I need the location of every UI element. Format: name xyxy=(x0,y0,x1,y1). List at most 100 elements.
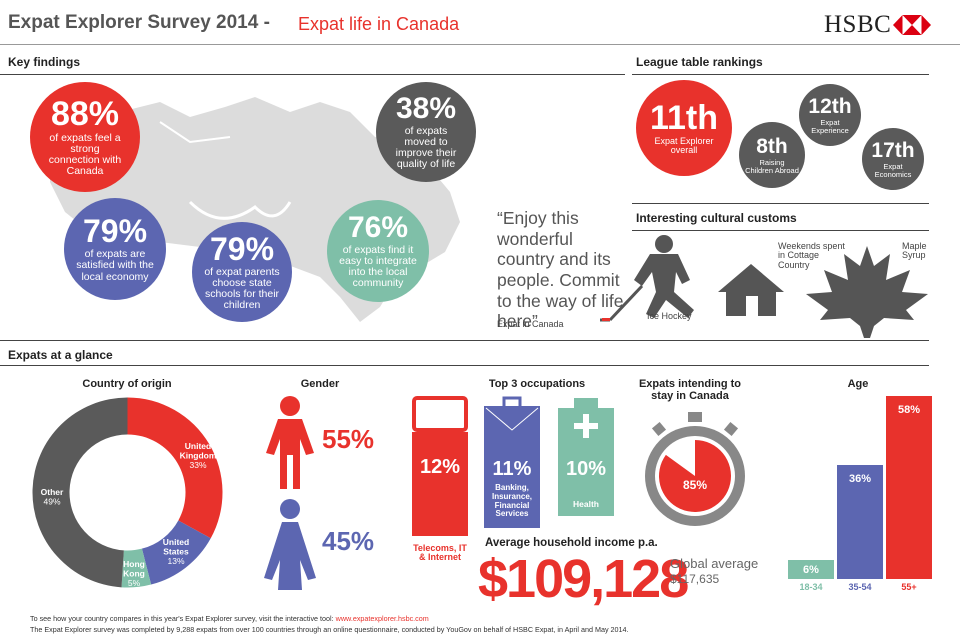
expat-explorer-link[interactable]: www.expatexplorer.hsbc.com xyxy=(335,614,429,623)
stat-text: of expats find it easy to integrate into… xyxy=(339,243,417,290)
stat-bubble-schools: 79% of expat parents choose state school… xyxy=(192,222,292,322)
rank-value: 17th xyxy=(871,138,915,162)
donut-label: United States 13% xyxy=(163,537,189,566)
glance-rule xyxy=(0,365,929,366)
rank-label: Expat Explorer overall xyxy=(654,135,714,155)
hsbc-hexagon-logo-icon xyxy=(893,15,931,35)
page-subtitle: Expat life in Canada xyxy=(298,14,460,34)
expat-quote: “Enjoy this wonderful country and its pe… xyxy=(497,208,624,332)
custom-label-cottage: Weekends spent in Cottage Country xyxy=(778,241,845,270)
age-bar-value: 36% xyxy=(848,473,872,486)
rank-overall: 11th Expat Explorer overall xyxy=(636,80,732,176)
medicine-bottle-icon xyxy=(558,398,614,516)
rank-economics: 17th Expat Economics xyxy=(862,128,924,190)
female-figure-icon xyxy=(266,396,314,489)
key-findings-rule xyxy=(0,74,625,75)
rank-label: Expat Experience xyxy=(811,117,849,135)
rank-experience: 12th Expat Experience xyxy=(799,84,861,146)
age-bar-value: 6% xyxy=(803,564,819,577)
customs-rule xyxy=(632,230,929,231)
age-bar-value: 58% xyxy=(897,404,921,416)
age-heading: Age xyxy=(847,378,869,390)
male-figure-icon xyxy=(264,499,316,590)
header-divider xyxy=(0,44,960,45)
cottage-icon xyxy=(718,264,784,316)
age-bar-18-34 xyxy=(788,560,834,579)
glance-top-rule xyxy=(0,340,929,341)
origin-heading: Country of origin xyxy=(82,378,172,390)
age-bar-label: 55+ xyxy=(901,582,917,592)
stopwatch-icon xyxy=(645,412,745,526)
rank-value: 12th xyxy=(808,94,852,118)
occupation-label: Health xyxy=(573,499,599,509)
stat-value: 79% xyxy=(209,230,275,267)
stat-value: 38% xyxy=(395,91,457,125)
key-findings-heading: Key findings xyxy=(8,55,81,69)
income-value: $109,128 xyxy=(478,549,689,609)
global-average-label: Global average xyxy=(670,556,759,571)
stat-value: 79% xyxy=(82,213,148,250)
donut-slice-united-kingdom xyxy=(127,397,223,539)
stat-value: 76% xyxy=(347,210,409,244)
hsbc-logo-text: HSBC xyxy=(824,11,892,38)
age-bar-label: 18-34 xyxy=(799,582,823,592)
stat-text: of expats are satisfied with the local e… xyxy=(76,248,154,283)
customs-top-rule xyxy=(632,203,929,204)
donut-label: Other 49% xyxy=(41,487,64,507)
glance-heading: Expats at a glance xyxy=(8,348,113,362)
occupation-health: 10% Health xyxy=(558,396,614,516)
rank-label: Raising Children Abroad xyxy=(745,157,799,175)
age-bar-chart: 6% 18-34 36% 35-54 58% 55+ xyxy=(780,396,932,596)
occupation-label: Telecoms, IT & Internet xyxy=(413,543,467,563)
stat-bubble-integrate: 76% of expats find it easy to integrate … xyxy=(327,200,429,302)
quote-source: Expat in Canada xyxy=(497,319,564,329)
ice-hockey-player-icon xyxy=(600,235,694,322)
occupation-telecoms: 12% xyxy=(412,396,468,536)
stat-text: of expat parents choose state schools fo… xyxy=(204,265,280,312)
gender-female-value: 55% xyxy=(322,424,375,454)
page-title: Expat Explorer Survey 2014 - xyxy=(8,12,270,33)
age-bar-55+ xyxy=(886,396,932,579)
league-rule xyxy=(632,74,929,75)
occupation-label: Banking, Insurance, Financial Services xyxy=(491,483,532,519)
donut-slice-hong-kong xyxy=(121,548,152,588)
income-heading: Average household income p.a. xyxy=(485,537,658,549)
stat-bubble-economy: 79% of expats are satisfied with the loc… xyxy=(64,198,166,300)
custom-label-hockey: Ice Hockey xyxy=(647,311,692,321)
stat-value: 88% xyxy=(50,94,120,133)
stat-text: of expats moved to improve their quality… xyxy=(395,124,457,171)
donut-label: United Kingdom 33% xyxy=(180,441,217,470)
age-bar-label: 35-54 xyxy=(848,582,872,592)
footer-line-1: To see how your country compares in this… xyxy=(30,614,429,623)
stay-heading: Expats intending to stay in Canada xyxy=(638,378,742,403)
briefcase-icon xyxy=(484,396,540,528)
gender-male-value: 45% xyxy=(322,526,375,556)
league-heading: League table rankings xyxy=(636,55,763,69)
rank-value: 11th xyxy=(649,98,719,137)
occupations-heading: Top 3 occupations xyxy=(488,378,586,390)
gender-heading: Gender xyxy=(300,378,340,390)
rank-label: Expat Economics xyxy=(874,161,912,179)
maple-leaf-icon xyxy=(806,246,928,338)
stat-text: of expats feel a strong connection with … xyxy=(48,131,122,178)
rank-value: 8th xyxy=(756,134,788,158)
custom-label-maple: Maple Syrup xyxy=(902,241,927,261)
customs-heading: Interesting cultural customs xyxy=(636,211,797,225)
occupation-value: 12% xyxy=(419,456,461,478)
stat-bubble-connection: 88% of expats feel a strong connection w… xyxy=(30,82,140,192)
age-bar-35-54 xyxy=(837,465,883,579)
occupation-value: 10% xyxy=(565,458,607,480)
footer-text: To see how your country compares in this… xyxy=(30,614,334,623)
donut-label: Hong Kong 5% xyxy=(123,559,145,588)
stay-value: 85% xyxy=(682,478,708,492)
donut-slice-united-states xyxy=(141,520,211,585)
country-origin-donut-chart: United Kingdom 33% United States 13% Hong Kong 5… xyxy=(32,397,223,588)
computer-monitor-icon xyxy=(412,396,468,432)
footer-line-2: The Expat Explorer survey was completed … xyxy=(30,625,629,634)
global-average-value: $117,635 xyxy=(670,572,720,586)
occupation-value: 11% xyxy=(492,458,532,480)
occupation-banking: 11% Banking, Insurance, Financial Servic… xyxy=(484,396,540,528)
rank-children: 8th Raising Children Abroad xyxy=(739,122,805,188)
donut-slice-other xyxy=(32,397,128,588)
stat-bubble-quality: 38% of expats moved to improve their qua… xyxy=(376,82,476,182)
